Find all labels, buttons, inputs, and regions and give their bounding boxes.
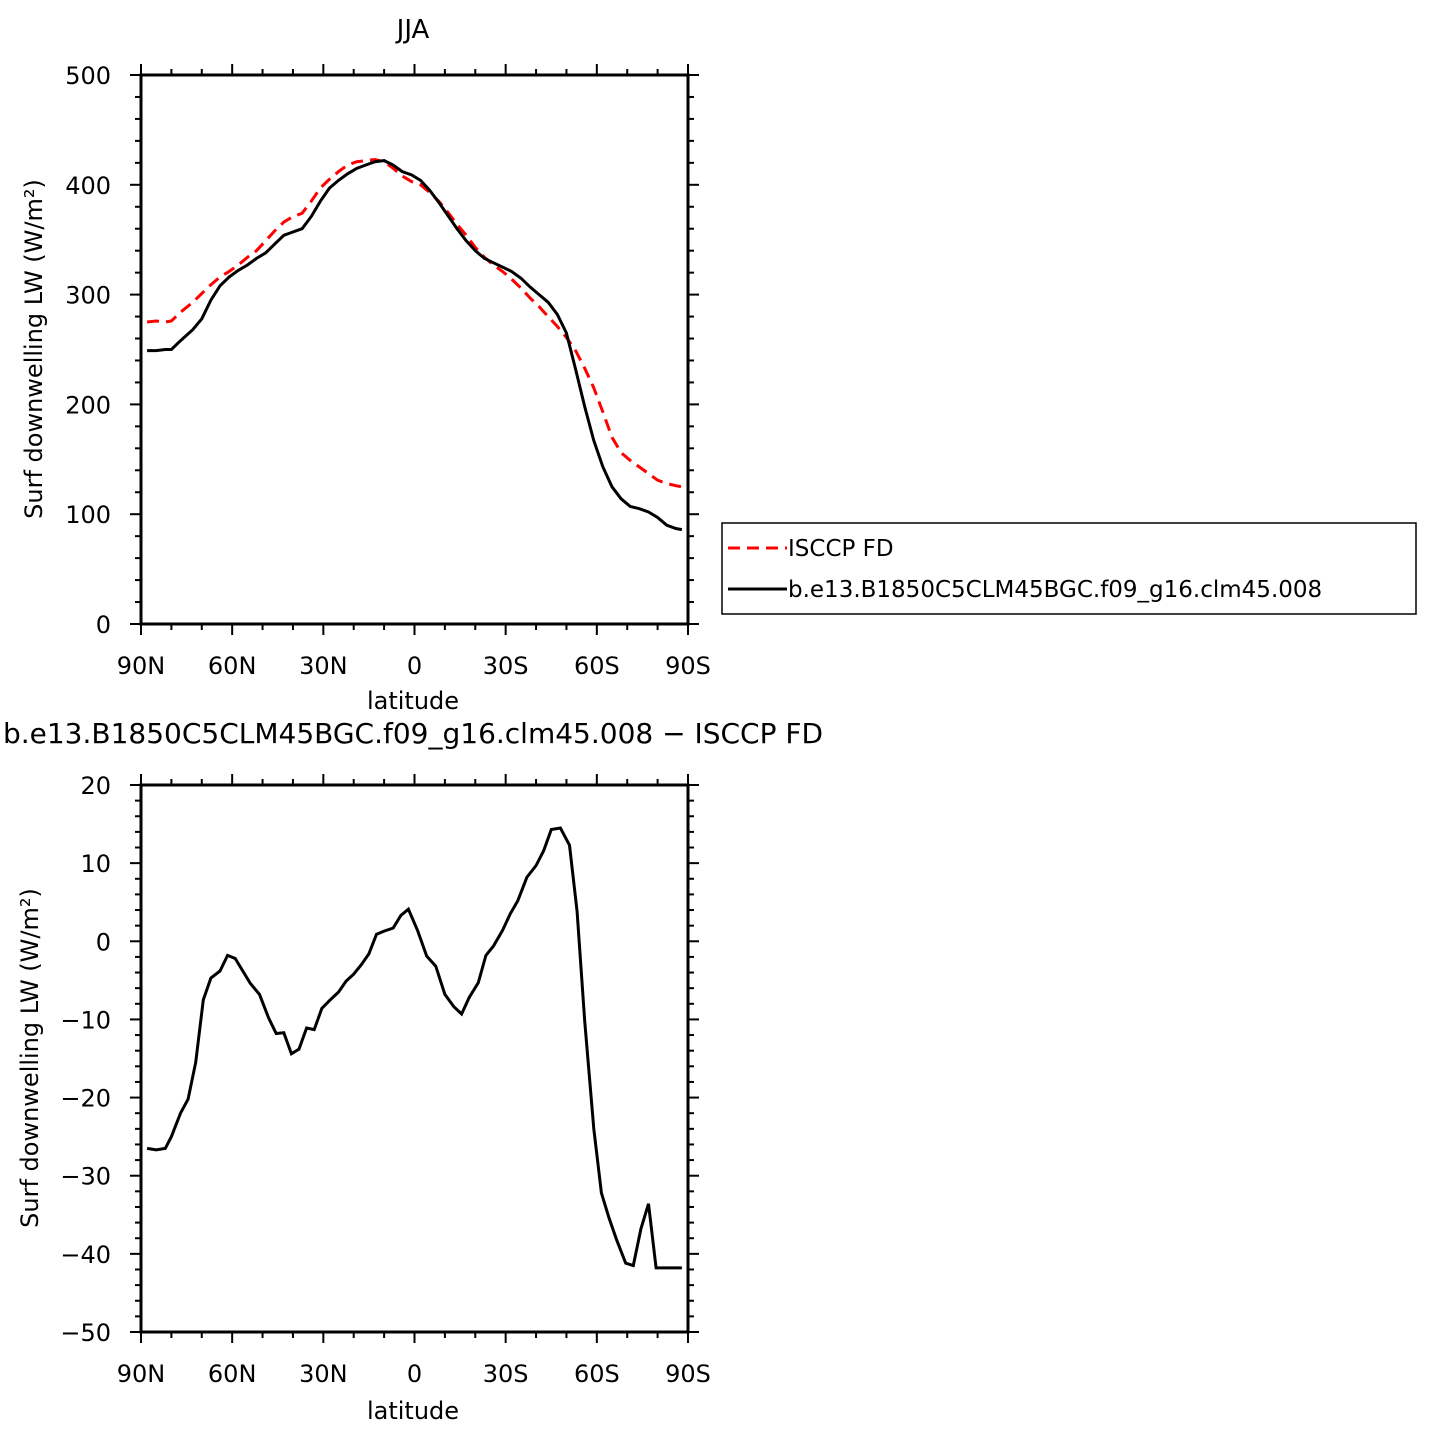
x-tick-label: 30S [483,652,529,680]
x-axis-label: latitude [367,1397,459,1425]
legend-box [721,522,1417,615]
x-tick-label: 90S [665,652,711,680]
y-tick-label: 400 [65,172,111,200]
x-tick-label: 90S [665,1360,711,1388]
x-axis-label: latitude [367,687,459,715]
x-tick-label: 60N [208,652,257,680]
y-tick-label: 200 [65,391,111,419]
y-tick-label: −30 [60,1163,111,1191]
y-tick-label: −50 [60,1319,111,1347]
legend-label-model: b.e13.B1850C5CLM45BGC.f09_g16.clm45.008 [788,577,1322,603]
y-tick-label: 20 [80,772,111,800]
y-tick-label: 10 [80,850,111,878]
x-tick-label: 0 [407,652,422,680]
x-tick-label: 90N [117,652,166,680]
series-isccp-fd-line [146,157,683,489]
chart-title: JJA [395,15,430,45]
y-tick-label: −10 [60,1006,111,1034]
x-tick-label: 60N [208,1360,257,1388]
bottom-panel: b.e13.B1850C5CLM45BGC.f09_g16.clm45.008 … [3,717,823,1425]
x-tick-label: 60S [574,1360,620,1388]
x-tick-label: 30N [299,652,348,680]
y-axis-label: Surf downwelling LW (W/m²) [20,179,48,519]
plot-frame [139,783,690,1334]
top-panel: JJA 90N 60N 30N 0 30S 60S 90S0100200300400500 … [20,15,711,715]
legend-label-isccp-fd: ISCCP FD [788,536,894,562]
y-tick-label: 100 [65,501,111,529]
y-axis-label: Surf downwelling LW (W/m²) [16,888,44,1228]
x-tick-label: 90N [117,1360,166,1388]
legend: ISCCP FD b.e13.B1850C5CLM45BGC.f09_g16.c… [721,522,1417,615]
y-tick-label: −20 [60,1085,111,1113]
x-tick-label: 30N [299,1360,348,1388]
x-tick-label: 30S [483,1360,529,1388]
y-tick-label: 0 [96,611,111,639]
x-tick-label: 60S [574,652,620,680]
y-tick-label: −40 [60,1241,111,1269]
chart-title: b.e13.B1850C5CLM45BGC.f09_g16.clm45.008 … [3,717,823,750]
difference-line [146,826,682,1270]
y-tick-label: 300 [65,282,111,310]
y-tick-label: 0 [96,928,111,956]
y-tick-label: 500 [65,62,111,90]
plot-frame [139,73,690,626]
series-model-line [147,159,683,532]
x-tick-label: 0 [407,1360,422,1388]
